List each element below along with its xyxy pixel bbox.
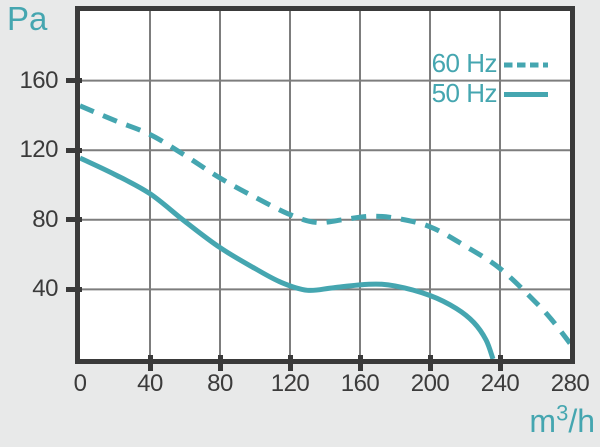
x-tick-label: 160 bbox=[340, 370, 380, 397]
y-axis-tick bbox=[66, 286, 82, 292]
x-unit-superscript: 3 bbox=[556, 400, 569, 426]
y-tick-label: 80 bbox=[32, 205, 58, 233]
x-axis-tick bbox=[497, 355, 503, 371]
plot-area: 60 Hz 50 Hz bbox=[75, 6, 575, 364]
x-tick-label: 280 bbox=[550, 370, 590, 397]
x-axis-tick bbox=[427, 355, 433, 371]
x-tick-label: 40 bbox=[137, 370, 163, 397]
y-tick-label: 160 bbox=[19, 66, 58, 94]
y-axis-unit-label: Pa bbox=[7, 0, 48, 37]
x-axis-tick bbox=[217, 355, 223, 371]
y-tick-label: 40 bbox=[32, 275, 58, 303]
y-axis-tick bbox=[66, 147, 82, 153]
curve-50-hz bbox=[80, 155, 496, 359]
x-unit-rest: /h bbox=[568, 403, 595, 439]
x-tick-label: 240 bbox=[480, 370, 520, 397]
x-axis-unit-label: m3/h bbox=[529, 402, 595, 440]
x-tick-label: 0 bbox=[73, 370, 87, 397]
y-tick-label: 120 bbox=[19, 136, 58, 164]
x-axis-tick bbox=[287, 355, 293, 371]
legend-label-50hz: 50 Hz bbox=[431, 78, 498, 108]
y-axis-tick bbox=[66, 217, 82, 223]
x-tick-label: 80 bbox=[207, 370, 233, 397]
x-axis-tick bbox=[357, 355, 363, 371]
x-tick-label: 200 bbox=[410, 370, 450, 397]
x-unit-base: m bbox=[529, 403, 557, 439]
legend-label-60hz: 60 Hz bbox=[431, 48, 498, 78]
curve-60-hz bbox=[80, 103, 570, 345]
chart-canvas bbox=[80, 11, 570, 359]
x-axis-tick bbox=[147, 355, 153, 371]
y-axis-tick bbox=[66, 78, 82, 84]
x-tick-label: 120 bbox=[270, 370, 310, 397]
